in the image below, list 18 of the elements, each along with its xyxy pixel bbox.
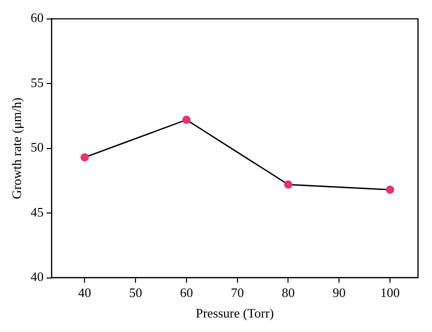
x-tick-label: 80 [282, 285, 295, 300]
x-axis-title: Pressure (Torr) [196, 306, 274, 321]
x-tick-label: 100 [380, 285, 400, 300]
x-tick-label: 90 [332, 285, 346, 300]
point [284, 180, 292, 189]
y-tick-label: 60 [30, 10, 44, 26]
y-tick-label: 50 [30, 140, 44, 155]
point [80, 153, 89, 162]
x-tick-label: 40 [78, 285, 92, 300]
point [386, 186, 394, 194]
x-tick-label: 50 [129, 285, 142, 300]
y-tick-label: 45 [30, 204, 44, 220]
y-axis-title: Growth rate (μm/h) [9, 98, 24, 200]
point [182, 116, 191, 124]
x-tick-label: 60 [180, 285, 193, 300]
y-tick-label: 40 [30, 269, 44, 284]
x-tick-label: 70 [230, 285, 244, 300]
y-tick-label: 55 [30, 74, 44, 90]
